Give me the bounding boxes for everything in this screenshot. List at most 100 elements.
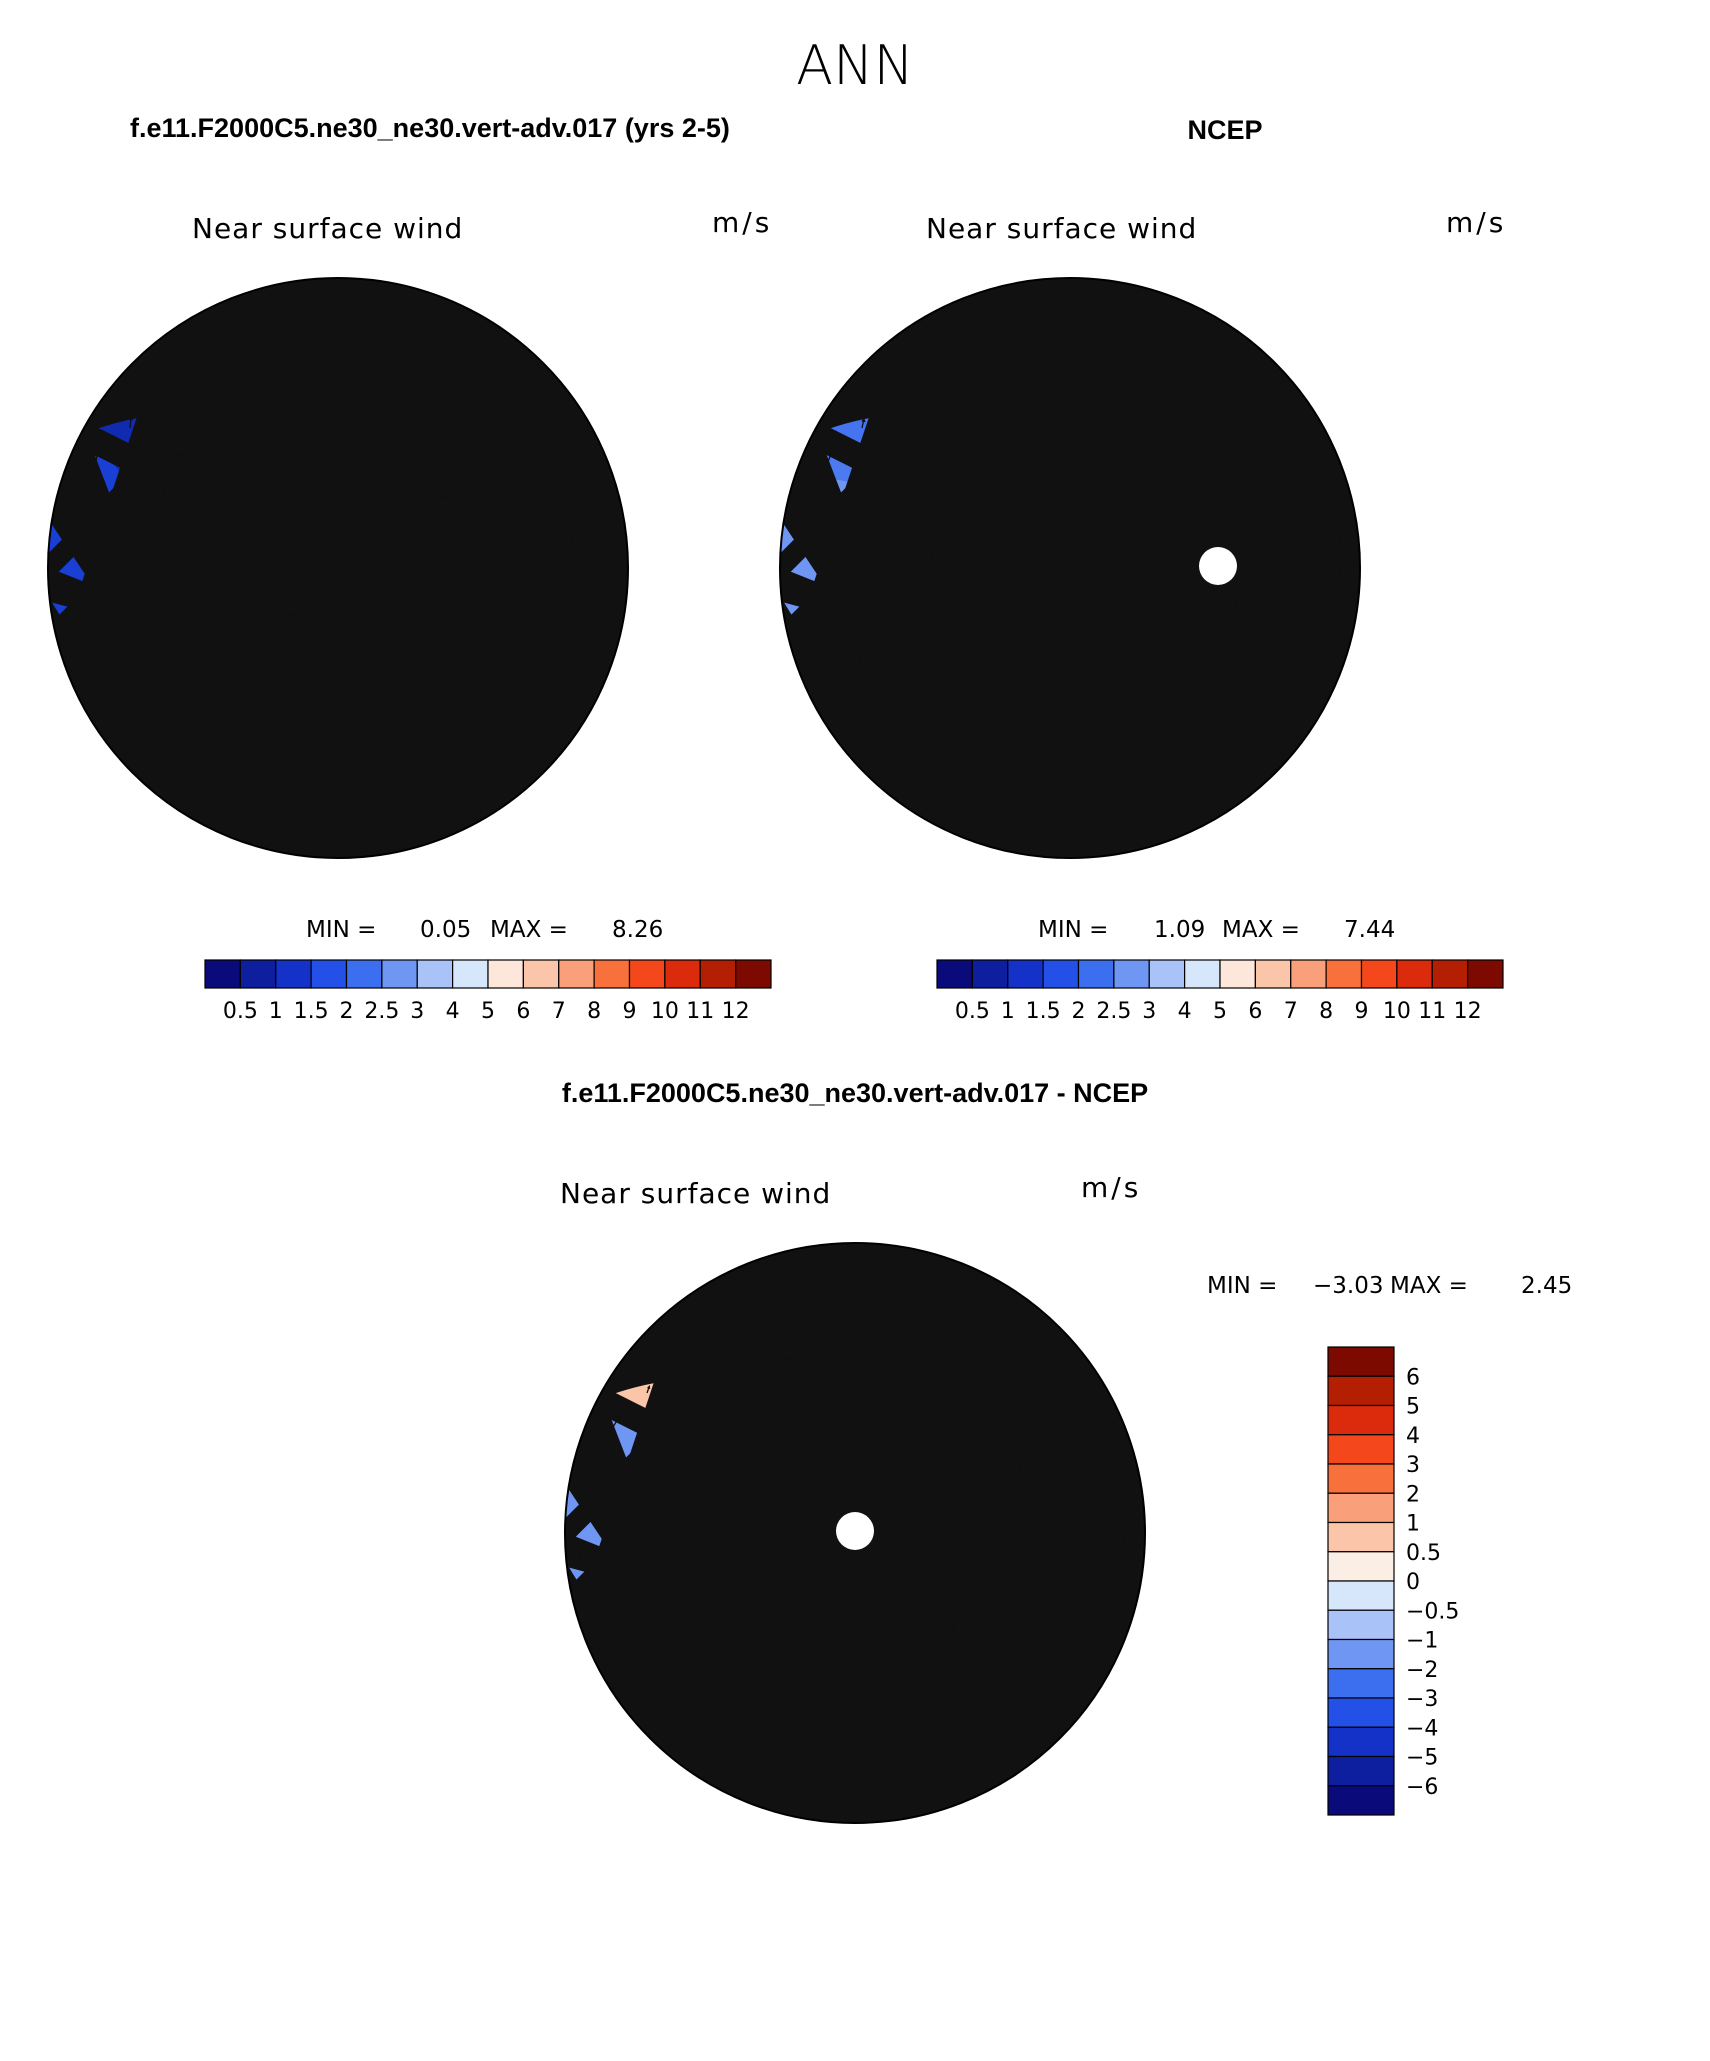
wind-arrow-head (716, 1518, 720, 1524)
panel-obs-max-value: 7.44 (1344, 917, 1395, 943)
wind-arrow (401, 461, 412, 475)
wind-arrow (299, 347, 312, 361)
wind-arrow (403, 733, 437, 766)
wind-arrow-head (1231, 669, 1235, 673)
colorbar-tick-label: 1 (1001, 999, 1015, 1024)
wind-arrow-head (1037, 554, 1043, 560)
map-obs-border (779, 277, 1361, 859)
wind-arrow-head (158, 659, 162, 664)
wind-arrow-head (653, 1348, 660, 1355)
wind-arrow-head (346, 427, 355, 434)
wind-arrow (1303, 631, 1309, 644)
wind-arrow (977, 1596, 988, 1602)
wind-arrow-head (841, 1726, 847, 1731)
wind-arrow-head (964, 487, 968, 492)
wind-arrow-head (827, 1390, 835, 1397)
wind-arrow-head (1136, 710, 1143, 719)
wind-arrow-head (1070, 426, 1074, 430)
wind-arrow-head (273, 349, 281, 356)
wind-arrow-head (1057, 1400, 1064, 1408)
map-model-wind-vectors (50, 288, 616, 845)
wind-arrow (435, 495, 450, 499)
wind-arrow-head (991, 584, 997, 591)
wind-arrow (503, 597, 513, 612)
wind-arrow (793, 585, 802, 599)
wind-arrow (771, 1754, 784, 1768)
wind-arrow-head (754, 1277, 761, 1285)
wind-arrow (299, 451, 312, 463)
wind-arrow (714, 1354, 733, 1360)
wind-arrow-head (223, 729, 228, 733)
wind-arrow (825, 485, 829, 497)
wind-arrow-head (1019, 803, 1026, 809)
wind-arrow-head (256, 696, 261, 701)
wind-arrow-head (507, 605, 514, 613)
wind-arrow (907, 1794, 920, 1802)
wind-arrow (1201, 393, 1214, 402)
wind-arrow-head (786, 1282, 792, 1288)
wind-arrow-head (859, 1433, 867, 1441)
wind-arrow-head (158, 591, 162, 596)
wind-arrow-head (978, 1675, 985, 1683)
wind-arrow-head (251, 823, 259, 831)
wind-arrow-head (449, 391, 457, 399)
wind-arrow (84, 550, 97, 565)
wind-arrow-head (926, 591, 930, 595)
wind-arrow-head (1053, 1535, 1059, 1541)
wind-arrow (333, 325, 347, 337)
wind-arrow (667, 1622, 682, 1632)
wind-arrow-head (374, 714, 382, 722)
wind-arrow (265, 516, 275, 531)
wind-arrow-head (905, 1794, 912, 1800)
wind-arrow (890, 1630, 920, 1643)
wind-arrow (773, 1693, 784, 1700)
wind-arrow-head (133, 386, 138, 392)
wind-arrow (1020, 1392, 1024, 1408)
wind-arrow-head (857, 690, 861, 696)
wind-arrow-head (574, 467, 579, 473)
wind-arrow (367, 529, 378, 543)
wind-arrow-head (833, 1676, 842, 1683)
panel-diff: f.e11.F2000C5.ne30_ne30.vert-adv.017 - N… (560, 1078, 1572, 1824)
wind-arrow-head (1141, 425, 1148, 431)
wind-arrow (265, 325, 278, 332)
wind-arrow (435, 427, 450, 438)
panel-model-min-value: 0.05 (420, 917, 471, 943)
wind-arrow-head (1039, 323, 1046, 329)
wind-arrow-head (443, 432, 450, 439)
wind-arrow-head (930, 1460, 938, 1467)
wind-arrow-head (883, 765, 890, 770)
wind-arrow (1099, 529, 1109, 548)
wind-arrow (1006, 1732, 1022, 1737)
wind-arrow (323, 835, 335, 843)
wind-arrow-head (437, 470, 443, 478)
wind-arrow (129, 416, 132, 429)
wind-arrow-head (335, 635, 343, 642)
wind-arrow-head (307, 643, 315, 651)
wind-arrow-head (677, 1487, 681, 1491)
wind-arrow (1020, 801, 1033, 809)
wind-arrow (50, 583, 63, 599)
wind-arrow (263, 733, 301, 747)
wind-arrow-head (1243, 426, 1249, 431)
colorbar-box (1327, 1404, 1395, 1436)
wind-arrow-head (1139, 359, 1145, 364)
wind-arrow-head (1019, 1402, 1026, 1409)
wind-arrow-head (1017, 840, 1025, 847)
wind-arrow (888, 512, 897, 531)
wind-arrow (985, 723, 999, 735)
wind-arrow-head (496, 635, 501, 640)
wind-arrow-head (672, 1555, 678, 1561)
wind-arrow (714, 1314, 719, 1326)
wind-arrow (680, 1308, 687, 1326)
wind-arrow-head (819, 613, 825, 621)
wind-arrow (197, 426, 211, 429)
colorbar-box (1327, 1755, 1395, 1787)
wind-arrow (1234, 631, 1237, 643)
colorbar-tick-label: 5 (1213, 999, 1227, 1024)
wind-arrow-head (896, 352, 900, 357)
wind-arrow (1049, 767, 1067, 773)
wind-arrow-head (748, 1381, 753, 1387)
wind-arrow-head (1058, 798, 1063, 802)
wind-arrow (963, 425, 984, 429)
